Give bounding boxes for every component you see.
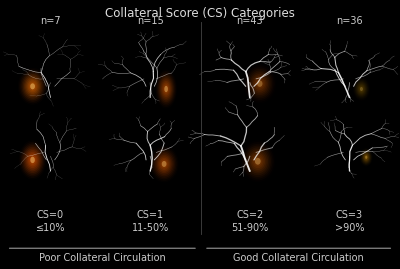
Text: n=7: n=7 (40, 16, 61, 26)
Ellipse shape (30, 83, 35, 89)
Ellipse shape (365, 156, 367, 159)
Ellipse shape (256, 79, 264, 89)
Ellipse shape (356, 82, 367, 96)
Ellipse shape (363, 153, 370, 162)
Ellipse shape (27, 152, 38, 168)
Ellipse shape (250, 72, 270, 95)
Ellipse shape (249, 70, 271, 97)
Ellipse shape (28, 80, 38, 93)
Text: CS=0: CS=0 (37, 210, 64, 220)
Text: n=43: n=43 (236, 16, 263, 26)
Ellipse shape (157, 73, 175, 105)
Text: CS=2: CS=2 (236, 210, 264, 220)
Ellipse shape (21, 143, 44, 176)
Ellipse shape (360, 87, 363, 91)
Ellipse shape (249, 151, 266, 172)
Ellipse shape (28, 153, 37, 167)
Ellipse shape (22, 145, 43, 175)
Ellipse shape (156, 153, 173, 175)
Ellipse shape (364, 154, 368, 160)
Ellipse shape (30, 83, 35, 89)
Ellipse shape (358, 85, 364, 93)
Ellipse shape (248, 149, 268, 174)
Text: ≤10%: ≤10% (36, 223, 65, 233)
Ellipse shape (362, 152, 370, 163)
Text: 11-50%: 11-50% (132, 223, 169, 233)
Ellipse shape (24, 148, 41, 171)
Ellipse shape (26, 79, 39, 94)
Text: Good Collateral Circulation: Good Collateral Circulation (234, 253, 364, 263)
Ellipse shape (161, 79, 172, 99)
Ellipse shape (162, 161, 166, 167)
Text: CS=3: CS=3 (336, 210, 363, 220)
Ellipse shape (359, 86, 364, 92)
Ellipse shape (257, 80, 262, 87)
Ellipse shape (160, 159, 168, 168)
Ellipse shape (30, 157, 35, 163)
Ellipse shape (154, 152, 174, 176)
Ellipse shape (23, 147, 42, 173)
Text: n=15: n=15 (137, 16, 164, 26)
Ellipse shape (253, 76, 267, 92)
Ellipse shape (164, 86, 168, 92)
Text: n=36: n=36 (336, 16, 363, 26)
Ellipse shape (164, 86, 168, 92)
Ellipse shape (20, 71, 45, 102)
Ellipse shape (158, 156, 170, 172)
Ellipse shape (244, 146, 271, 177)
Ellipse shape (358, 84, 365, 94)
Ellipse shape (26, 150, 40, 170)
Text: Collateral Score (CS) Categories: Collateral Score (CS) Categories (105, 7, 295, 20)
Ellipse shape (250, 153, 265, 170)
Ellipse shape (162, 83, 170, 95)
Ellipse shape (257, 80, 262, 87)
Ellipse shape (29, 155, 36, 165)
Ellipse shape (24, 76, 41, 97)
Ellipse shape (22, 72, 44, 100)
Ellipse shape (29, 82, 36, 91)
Ellipse shape (157, 155, 172, 173)
Ellipse shape (162, 81, 171, 97)
Ellipse shape (160, 77, 172, 101)
Ellipse shape (252, 154, 264, 168)
Ellipse shape (162, 161, 166, 167)
Ellipse shape (364, 155, 368, 160)
Text: >90%: >90% (335, 223, 364, 233)
Ellipse shape (254, 77, 265, 90)
Ellipse shape (357, 83, 366, 95)
Text: CS=1: CS=1 (137, 210, 164, 220)
Text: Poor Collateral Circulation: Poor Collateral Circulation (39, 253, 166, 263)
Ellipse shape (252, 74, 268, 94)
Ellipse shape (362, 151, 371, 164)
Ellipse shape (153, 150, 175, 178)
Text: 51-90%: 51-90% (231, 223, 268, 233)
Ellipse shape (30, 157, 35, 163)
Ellipse shape (25, 77, 40, 95)
Ellipse shape (158, 74, 174, 104)
Ellipse shape (254, 156, 262, 167)
Ellipse shape (159, 158, 169, 170)
Ellipse shape (360, 87, 363, 91)
Ellipse shape (247, 69, 272, 98)
Ellipse shape (255, 158, 261, 165)
Ellipse shape (255, 158, 261, 165)
Ellipse shape (364, 153, 369, 161)
Ellipse shape (164, 84, 169, 94)
Ellipse shape (246, 147, 270, 175)
Ellipse shape (365, 156, 367, 159)
Ellipse shape (23, 74, 42, 99)
Ellipse shape (159, 76, 174, 102)
